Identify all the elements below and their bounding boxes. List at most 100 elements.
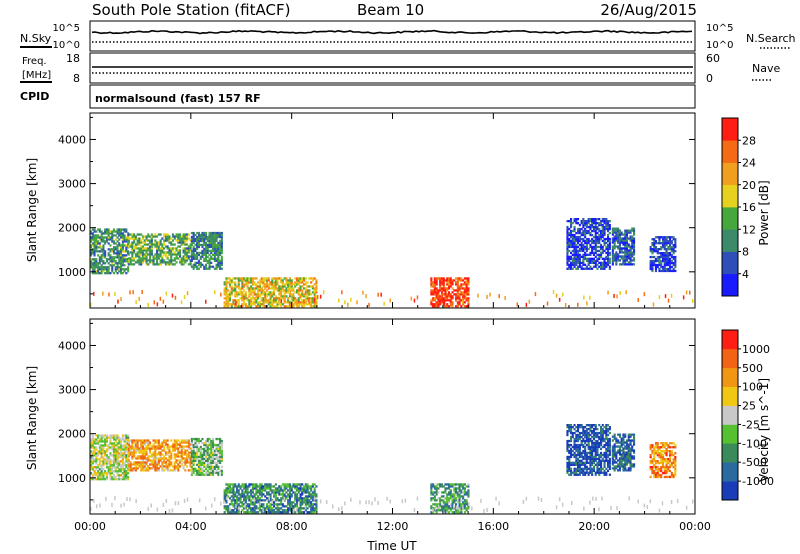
- data-cell: [276, 305, 279, 308]
- data-cell: [257, 491, 260, 494]
- data-cell: [303, 293, 306, 296]
- data-cell: [121, 436, 124, 439]
- data-cell: [208, 261, 211, 264]
- data-cell: [243, 301, 246, 304]
- data-cell: [584, 465, 587, 468]
- data-cell: [433, 287, 436, 290]
- data-cell: [186, 457, 189, 460]
- data-cell: [171, 239, 174, 242]
- data-cell: [114, 478, 117, 481]
- data-cell: [303, 277, 306, 280]
- data-cell: [136, 467, 139, 470]
- data-cell: [190, 473, 193, 476]
- data-cell: [228, 487, 231, 490]
- data-cell: [582, 428, 585, 431]
- data-cell: [220, 249, 223, 253]
- data-cell: [605, 220, 608, 223]
- data-cell: [587, 257, 590, 260]
- data-cell: [458, 495, 461, 498]
- data-cell: [98, 474, 101, 477]
- data-cell: [134, 467, 137, 470]
- data-cell: [189, 443, 192, 446]
- data-cell: [297, 297, 300, 300]
- data-cell: [199, 455, 202, 459]
- data-cell: [105, 228, 108, 231]
- data-cell: [575, 453, 578, 457]
- data-cell: [566, 241, 569, 245]
- data-cell: [104, 236, 107, 239]
- data-cell: [102, 436, 105, 439]
- data-cell: [577, 447, 580, 451]
- data-cell: [127, 259, 130, 262]
- data-cell: [217, 461, 220, 464]
- data-cell: [462, 491, 465, 494]
- data-cell: [186, 243, 189, 246]
- data-cell: [116, 230, 119, 233]
- data-cell: [571, 245, 574, 249]
- data-cell: [575, 261, 578, 264]
- data-cell: [138, 447, 141, 450]
- data-cell: [460, 305, 463, 308]
- data-cell: [458, 303, 461, 306]
- data-cell: [127, 451, 130, 454]
- data-cell: [250, 501, 253, 504]
- data-cell: [102, 456, 105, 459]
- data-cell: [306, 485, 309, 488]
- data-cell: [591, 455, 594, 459]
- data-cell: [448, 505, 451, 508]
- data-cell: [173, 235, 176, 238]
- data-cell: [589, 428, 592, 431]
- data-cell: [111, 262, 114, 265]
- data-cell: [220, 465, 223, 468]
- data-cell: [223, 291, 226, 294]
- data-cell: [118, 230, 121, 233]
- data-cell: [141, 257, 144, 260]
- data-cell: [121, 476, 124, 479]
- data-cell: [120, 230, 123, 233]
- data-cell: [179, 451, 182, 454]
- data-cell: [430, 491, 433, 494]
- data-cell: [120, 232, 123, 235]
- data-cell: [203, 239, 206, 243]
- data-cell: [98, 460, 101, 463]
- data-cell: [173, 457, 176, 460]
- data-cell: [288, 489, 291, 492]
- data-cell: [260, 499, 263, 502]
- data-cell: [141, 453, 144, 456]
- data-cell: [669, 240, 672, 243]
- data-cell: [613, 239, 616, 242]
- data-cell: [625, 245, 628, 248]
- data-cell: [665, 269, 668, 273]
- data-cell: [615, 233, 618, 236]
- data-cell: [251, 283, 254, 286]
- data-cell: [296, 305, 299, 308]
- data-cell: [269, 493, 272, 496]
- data-cell: [197, 267, 200, 270]
- data-cell: [571, 463, 574, 466]
- data-cell: [266, 505, 269, 508]
- data-cell: [109, 464, 112, 467]
- data-cell: [271, 299, 274, 302]
- data-cell: [123, 452, 126, 455]
- data-cell: [658, 255, 661, 259]
- data-cell: [570, 439, 573, 443]
- data-cell: [440, 277, 443, 280]
- data-cell: [276, 289, 279, 292]
- data-cell: [141, 261, 144, 264]
- data-cell: [584, 239, 587, 243]
- data-cell: [449, 281, 452, 284]
- data-cell: [444, 487, 447, 490]
- data-cell: [433, 495, 436, 498]
- data-cell: [654, 240, 657, 243]
- data-cell: [237, 497, 240, 500]
- data-cell: [611, 229, 614, 232]
- data-cell: [150, 233, 153, 236]
- data-cell: [125, 470, 128, 473]
- data-cell: [306, 295, 309, 298]
- data-cell: [186, 455, 189, 458]
- data-cell: [206, 235, 209, 239]
- data-cell: [177, 447, 180, 450]
- data-cell: [664, 294, 667, 299]
- data-cell: [592, 239, 595, 243]
- data-cell: [184, 257, 187, 260]
